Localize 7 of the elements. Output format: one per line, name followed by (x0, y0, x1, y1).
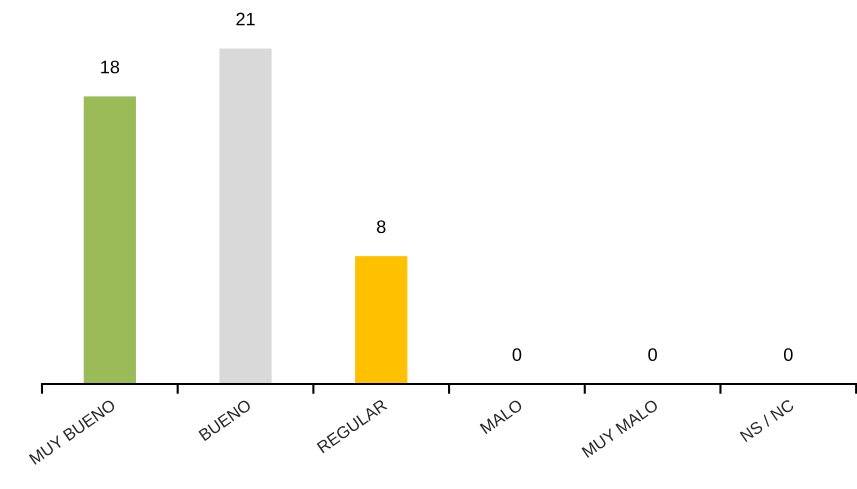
data-label: 0 (784, 348, 793, 361)
x-tick-label: NS / NC (739, 398, 795, 442)
data-label: 18 (101, 60, 120, 74)
data-label: 21 (236, 12, 255, 26)
data-label: 0 (648, 348, 657, 361)
data-label: 8 (376, 220, 386, 234)
data-label: 0 (512, 348, 522, 361)
